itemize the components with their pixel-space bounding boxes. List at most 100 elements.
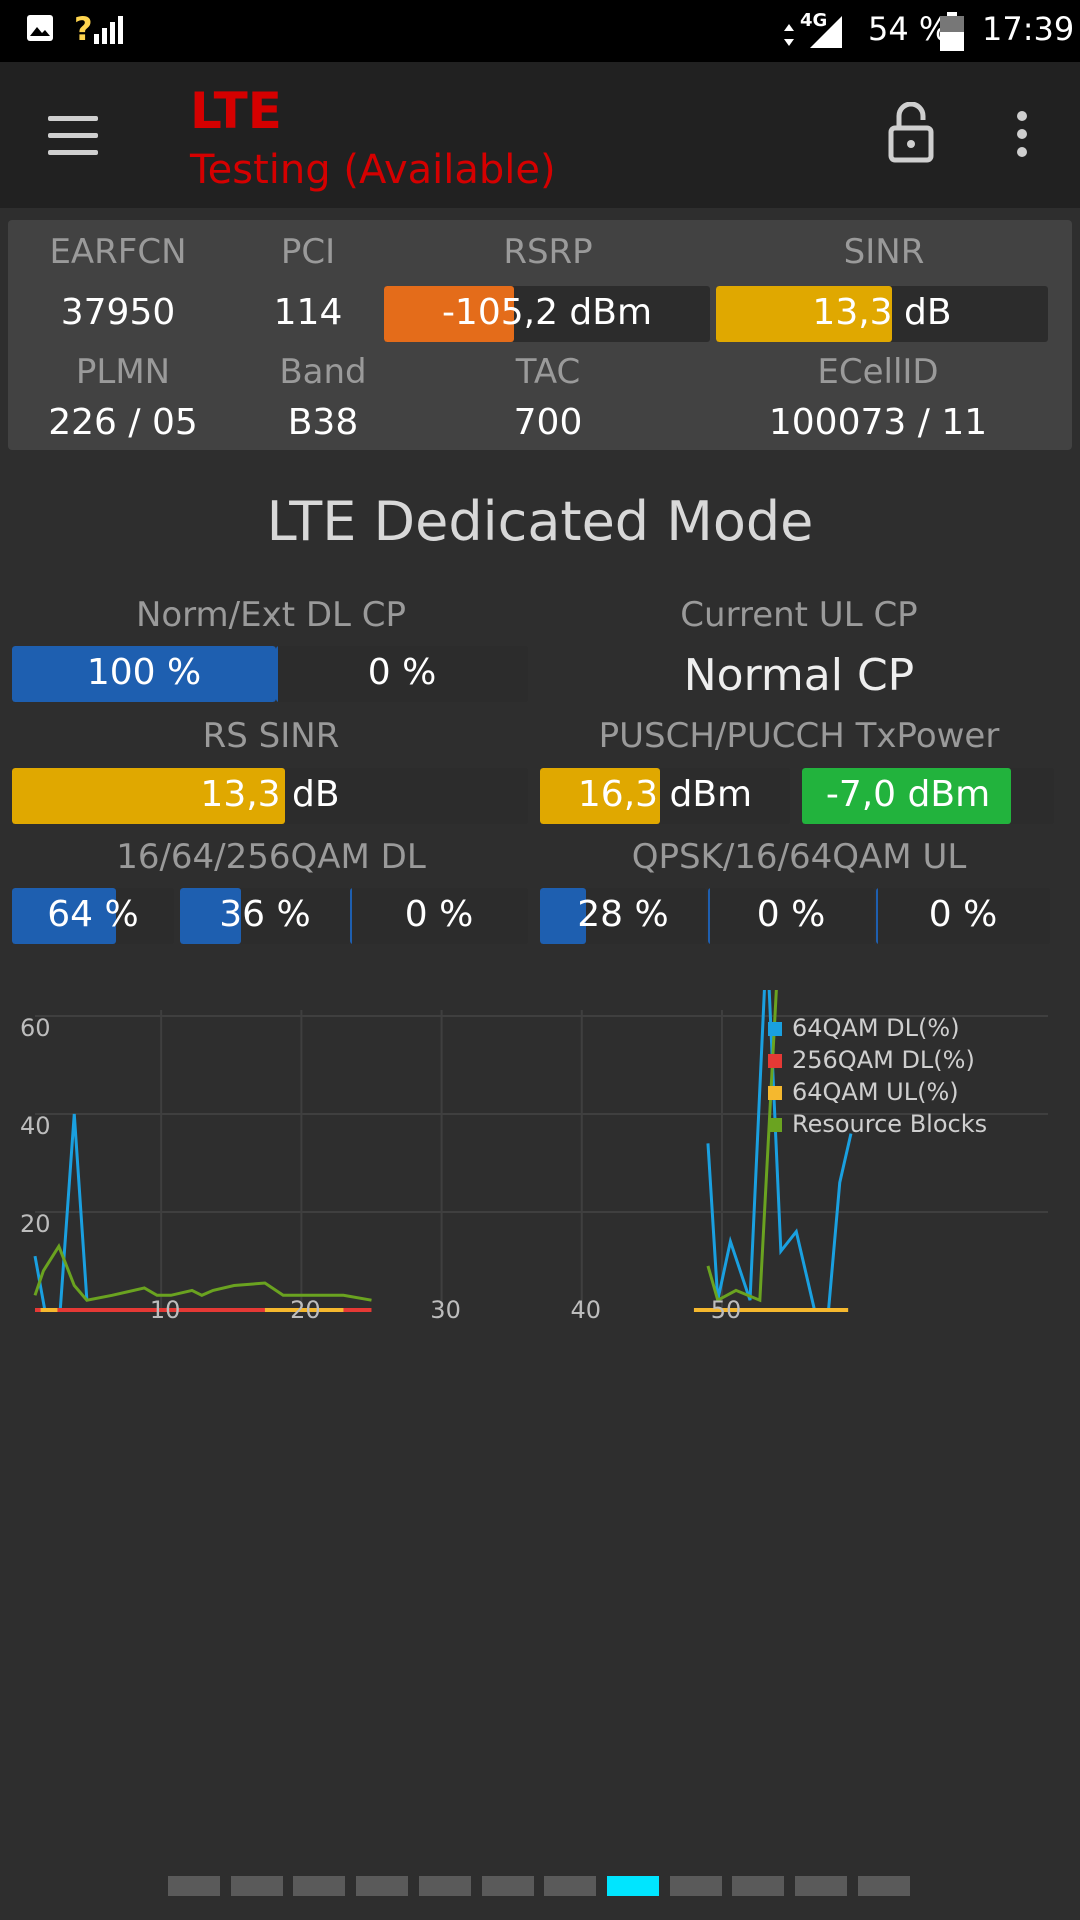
signal-bars-icon bbox=[94, 16, 123, 44]
pci-label: PCI bbox=[280, 232, 336, 272]
pucch-value: -7,0 dBm bbox=[825, 774, 991, 815]
qam-dl-16-fill bbox=[12, 888, 116, 944]
modulation-chart: 204060801020304050 64QAM DL(%)256QAM DL(… bbox=[20, 990, 1048, 1324]
pusch-value: 16,3 dBm bbox=[577, 774, 753, 815]
series-line bbox=[706, 990, 778, 1303]
data-arrows-icon bbox=[784, 24, 794, 46]
legend-swatch bbox=[768, 1054, 782, 1068]
page-title: LTE bbox=[190, 82, 282, 140]
cell-info-card: EARFCN PCI RSRP SINR 37950 114 -105,2 dB… bbox=[8, 220, 1072, 450]
x-tick-label: 30 bbox=[430, 1296, 461, 1324]
y-tick-label: 40 bbox=[20, 1112, 51, 1140]
meter-divider bbox=[276, 646, 278, 702]
x-tick-label: 10 bbox=[150, 1296, 181, 1324]
page-dot[interactable] bbox=[356, 1876, 409, 1896]
pusch-fill bbox=[540, 768, 660, 824]
page-indicator bbox=[0, 1876, 1080, 1898]
rsrp-meter: -105,2 dBm bbox=[384, 286, 710, 342]
qam-dl-64-meter: 36 % bbox=[180, 888, 350, 944]
legend-label: Resource Blocks bbox=[792, 1110, 987, 1138]
rsrp-label: RSRP bbox=[503, 232, 593, 272]
qam-ul-64-meter: 0 % bbox=[876, 888, 1050, 944]
rs-sinr-value: 13,3 dB bbox=[200, 774, 340, 815]
page-dot[interactable] bbox=[293, 1876, 346, 1896]
ecellid-value: 100073 / 11 bbox=[768, 402, 988, 443]
dl-cp-extended-value: 0 % bbox=[367, 652, 437, 693]
cell-signal-icon bbox=[810, 16, 842, 48]
dl-cp-normal-value: 100 % bbox=[86, 652, 202, 693]
x-tick-label: 50 bbox=[711, 1296, 742, 1324]
earfcn-label: EARFCN bbox=[49, 232, 187, 272]
page-dot[interactable] bbox=[857, 1876, 910, 1896]
battery-icon bbox=[940, 12, 964, 51]
rs-sinr-label: RS SINR bbox=[202, 716, 340, 756]
legend-swatch bbox=[768, 1022, 782, 1036]
qam-dl-64-value: 36 % bbox=[219, 894, 311, 935]
image-notification-icon bbox=[27, 15, 53, 41]
meter-divider bbox=[708, 888, 710, 944]
qam-dl-256-meter: 0 % bbox=[350, 888, 528, 944]
qam-ul-label: QPSK/16/64QAM UL bbox=[631, 837, 967, 877]
x-tick-label: 20 bbox=[290, 1296, 321, 1324]
page-dot[interactable] bbox=[606, 1876, 659, 1896]
more-options-icon[interactable] bbox=[1010, 110, 1034, 160]
y-tick-label: 60 bbox=[20, 1014, 51, 1042]
chart-grid bbox=[35, 1010, 1048, 1310]
pucch-fill bbox=[802, 768, 1012, 824]
qam-ul-16-value: 0 % bbox=[756, 894, 826, 935]
page-dot[interactable] bbox=[481, 1876, 534, 1896]
x-tick-label: 40 bbox=[571, 1296, 602, 1324]
legend-label: 64QAM DL(%) bbox=[792, 1014, 960, 1042]
chart-ticks: 204060801020304050 bbox=[20, 1014, 742, 1324]
qam-dl-label: 16/64/256QAM DL bbox=[116, 837, 426, 877]
lock-open-icon[interactable] bbox=[886, 102, 936, 166]
page-dot[interactable] bbox=[230, 1876, 283, 1896]
earfcn-value: 37950 bbox=[60, 292, 176, 333]
qam-dl-256-value: 0 % bbox=[404, 894, 474, 935]
legend-swatch bbox=[768, 1086, 782, 1100]
dl-cp-normal-meter: 100 % bbox=[12, 646, 276, 702]
tac-label: TAC bbox=[515, 352, 581, 392]
sinr-meter: 13,3 dB bbox=[716, 286, 1048, 342]
rsrp-value: -105,2 dBm bbox=[441, 292, 653, 333]
meter-divider bbox=[876, 888, 878, 944]
qam-ul-qpsk-fill bbox=[540, 888, 587, 944]
status-bar: ? 4G 54 % 17:39 bbox=[0, 0, 1080, 62]
sinr-value: 13,3 dB bbox=[812, 292, 952, 333]
txpower-label: PUSCH/PUCCH TxPower bbox=[598, 716, 1000, 756]
pusch-meter: 16,3 dBm bbox=[540, 768, 790, 824]
app-bar: LTE Testing (Available) bbox=[0, 62, 1080, 208]
rs-sinr-fill bbox=[12, 768, 286, 824]
battery-percent: 54 % bbox=[868, 10, 950, 48]
ul-cp-label: Current UL CP bbox=[680, 595, 918, 635]
ul-cp-value: Normal CP bbox=[683, 650, 915, 701]
qam-dl-64-fill bbox=[180, 888, 242, 944]
legend-label: 64QAM UL(%) bbox=[792, 1078, 959, 1106]
qam-ul-qpsk-value: 28 % bbox=[577, 894, 669, 935]
chart-legend: 64QAM DL(%) 256QAM DL(%) 64QAM UL(%) Resour… bbox=[768, 1014, 987, 1138]
rsrp-meter-fill bbox=[384, 286, 515, 342]
pci-value: 114 bbox=[273, 292, 343, 333]
band-value: B38 bbox=[287, 402, 359, 443]
page-dot[interactable] bbox=[795, 1876, 847, 1896]
qam-ul-qpsk-meter: 28 % bbox=[540, 888, 706, 944]
qam-dl-16-value: 64 % bbox=[47, 894, 139, 935]
series-line bbox=[33, 1242, 372, 1302]
tac-value: 700 bbox=[513, 402, 583, 443]
chart-series bbox=[33, 990, 853, 1312]
page-dot[interactable] bbox=[418, 1876, 471, 1896]
page-dot[interactable] bbox=[544, 1876, 597, 1896]
menu-icon[interactable] bbox=[48, 116, 98, 156]
page-dot[interactable] bbox=[669, 1876, 722, 1896]
page-subtitle: Testing (Available) bbox=[190, 147, 556, 193]
plmn-value: 226 / 05 bbox=[48, 402, 198, 443]
qam-ul-16-meter: 0 % bbox=[708, 888, 874, 944]
ecellid-label: ECellID bbox=[817, 352, 939, 392]
sinr-meter-fill bbox=[716, 286, 892, 342]
qam-dl-16-meter: 64 % bbox=[12, 888, 174, 944]
dl-cp-label: Norm/Ext DL CP bbox=[135, 595, 407, 635]
legend-label: 256QAM DL(%) bbox=[792, 1046, 975, 1074]
page-dot[interactable] bbox=[168, 1876, 220, 1896]
page-dot[interactable] bbox=[732, 1876, 785, 1896]
series-line bbox=[706, 990, 853, 1312]
